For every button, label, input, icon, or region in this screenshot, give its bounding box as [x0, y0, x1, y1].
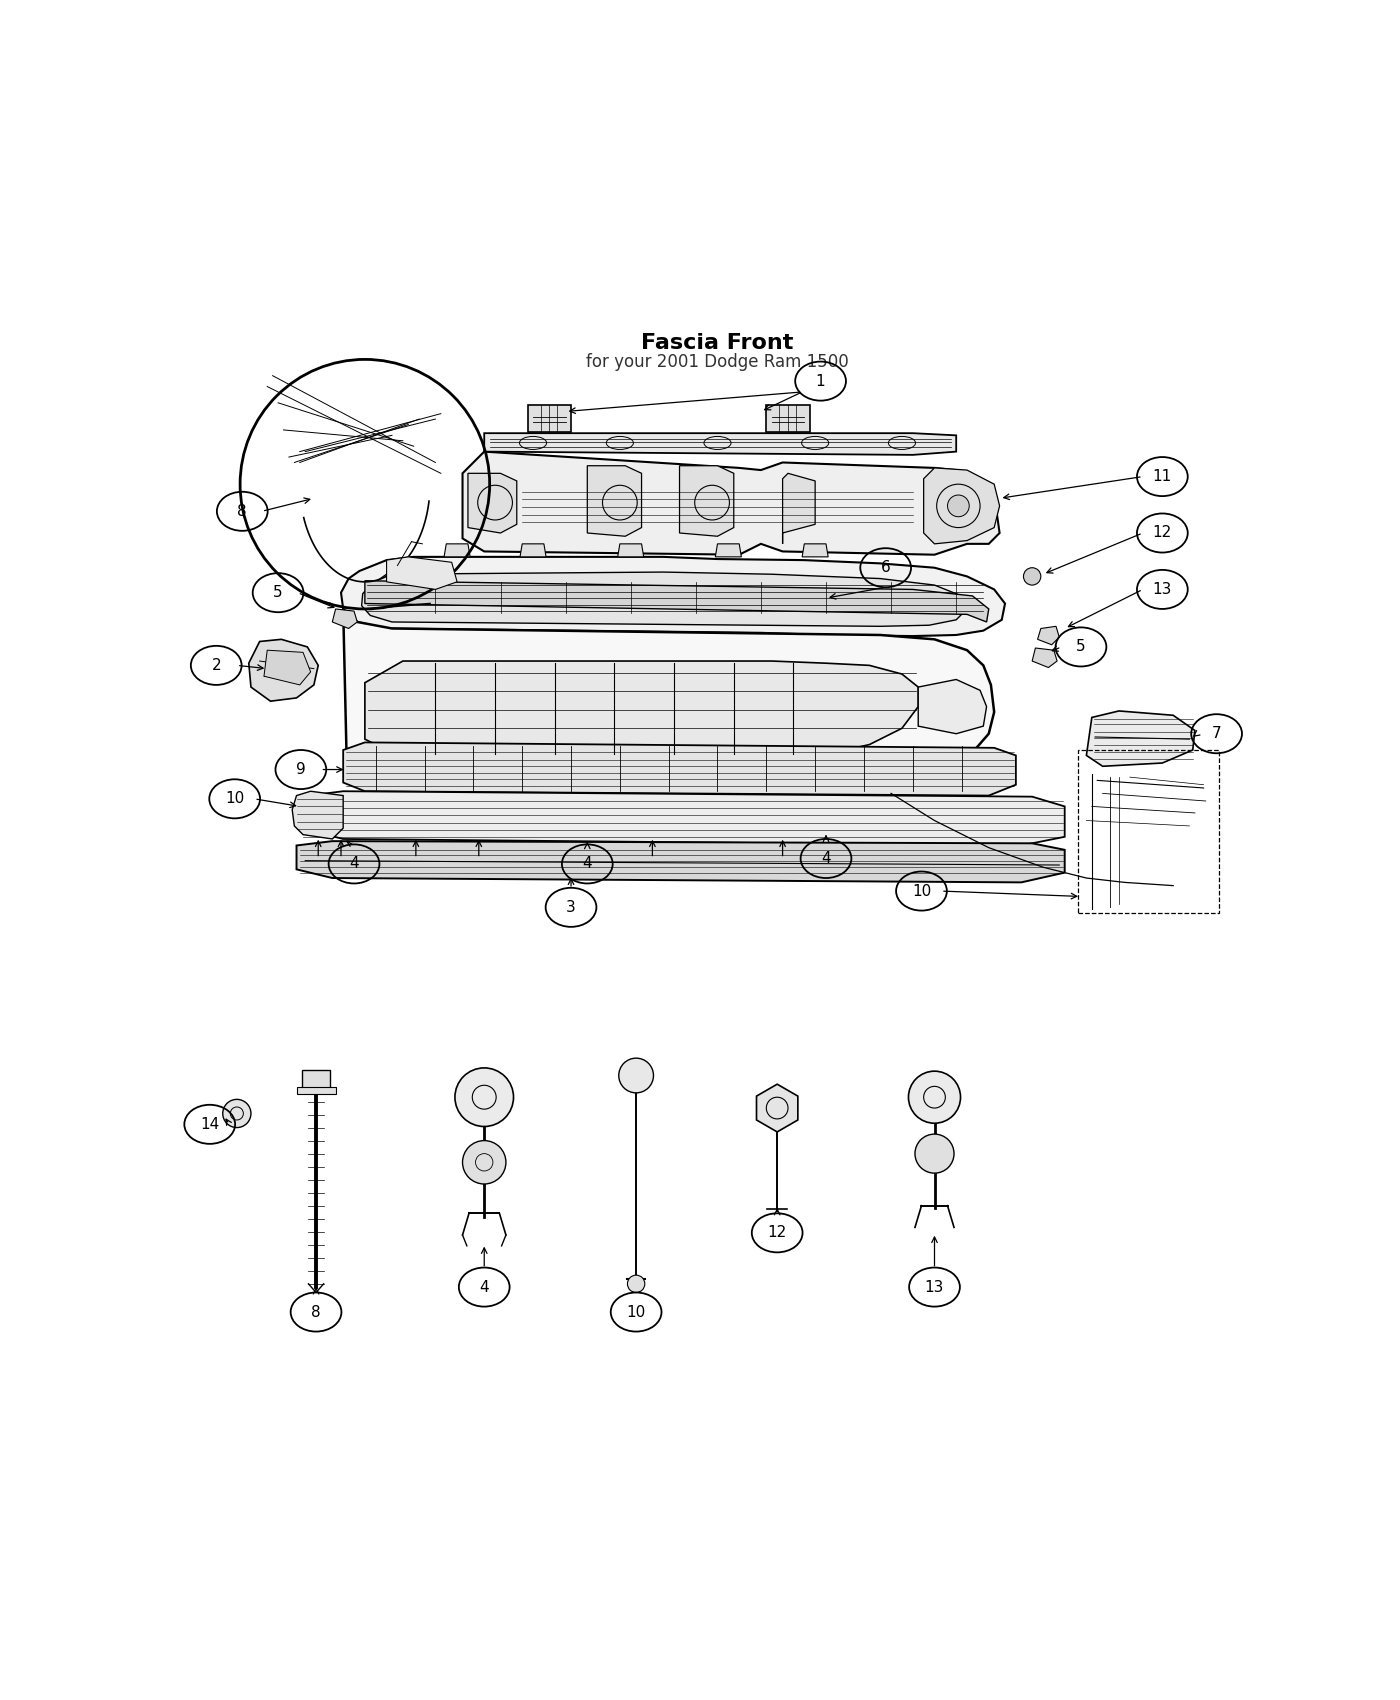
Polygon shape — [462, 452, 1000, 554]
Text: 12: 12 — [767, 1226, 787, 1241]
Text: 7: 7 — [1212, 726, 1221, 741]
Text: 4: 4 — [822, 852, 830, 865]
Bar — [297, 1088, 336, 1093]
Polygon shape — [444, 544, 470, 558]
Polygon shape — [519, 544, 546, 558]
Text: 2: 2 — [211, 658, 221, 673]
Text: 11: 11 — [1152, 469, 1172, 484]
Text: 8: 8 — [311, 1304, 321, 1319]
Polygon shape — [468, 473, 517, 534]
Circle shape — [223, 1100, 251, 1127]
Text: 5: 5 — [273, 585, 283, 600]
Circle shape — [948, 495, 969, 517]
Polygon shape — [1037, 626, 1060, 644]
Polygon shape — [484, 434, 956, 456]
Polygon shape — [293, 790, 343, 840]
Circle shape — [619, 1057, 654, 1093]
Bar — [1078, 750, 1219, 913]
Text: 5: 5 — [1077, 639, 1086, 655]
Polygon shape — [1032, 648, 1057, 668]
Text: 12: 12 — [1152, 525, 1172, 541]
Text: 9: 9 — [295, 762, 305, 777]
Polygon shape — [617, 544, 644, 558]
Polygon shape — [265, 649, 311, 685]
Text: 14: 14 — [200, 1117, 220, 1132]
Polygon shape — [1086, 711, 1196, 767]
Polygon shape — [715, 544, 742, 558]
Polygon shape — [756, 1085, 798, 1132]
Polygon shape — [297, 842, 1064, 882]
Polygon shape — [802, 544, 829, 558]
Polygon shape — [766, 405, 809, 432]
Text: 8: 8 — [238, 503, 246, 518]
Polygon shape — [588, 466, 641, 536]
Circle shape — [462, 1141, 505, 1183]
Text: 4: 4 — [349, 857, 358, 872]
Text: 4: 4 — [582, 857, 592, 872]
Polygon shape — [343, 743, 1016, 796]
Text: for your 2001 Dodge Ram 1500: for your 2001 Dodge Ram 1500 — [587, 352, 848, 371]
Text: 10: 10 — [225, 790, 245, 806]
Circle shape — [627, 1275, 645, 1292]
Polygon shape — [365, 661, 918, 758]
Text: 6: 6 — [881, 561, 890, 575]
Circle shape — [916, 1134, 953, 1173]
Text: 10: 10 — [627, 1304, 645, 1319]
Polygon shape — [528, 405, 571, 432]
Polygon shape — [386, 558, 456, 590]
Polygon shape — [343, 609, 994, 796]
Polygon shape — [783, 473, 815, 544]
Polygon shape — [342, 558, 1005, 636]
Polygon shape — [332, 609, 357, 629]
Text: 1: 1 — [816, 374, 826, 389]
Circle shape — [1023, 568, 1040, 585]
Polygon shape — [249, 639, 318, 700]
Polygon shape — [679, 466, 734, 536]
Circle shape — [909, 1071, 960, 1124]
Polygon shape — [300, 790, 1064, 845]
Polygon shape — [365, 581, 988, 622]
Polygon shape — [924, 468, 1000, 544]
Polygon shape — [918, 680, 987, 734]
Circle shape — [455, 1068, 514, 1127]
Text: 4: 4 — [479, 1280, 489, 1295]
Text: 13: 13 — [925, 1280, 944, 1295]
Text: Fascia Front: Fascia Front — [641, 333, 794, 354]
Bar — [302, 1069, 330, 1091]
Text: 13: 13 — [1152, 581, 1172, 597]
Text: 10: 10 — [911, 884, 931, 899]
Text: 3: 3 — [566, 899, 575, 915]
Polygon shape — [361, 573, 967, 626]
